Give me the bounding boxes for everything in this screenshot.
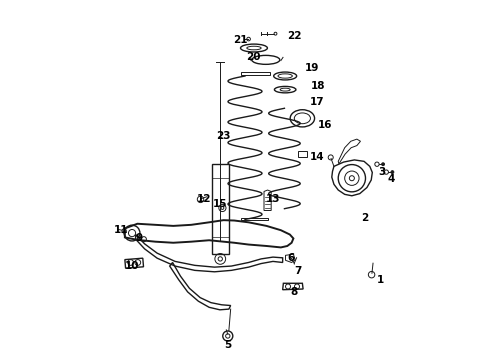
Text: 3: 3: [379, 167, 386, 177]
Text: 11: 11: [114, 225, 128, 235]
Text: 20: 20: [246, 52, 261, 62]
Text: 4: 4: [388, 174, 395, 184]
Text: 21: 21: [233, 35, 248, 45]
Text: 23: 23: [216, 131, 231, 141]
Text: 5: 5: [224, 340, 231, 350]
Text: 12: 12: [196, 194, 211, 204]
Text: 17: 17: [309, 97, 324, 107]
Text: 1: 1: [377, 275, 384, 285]
Circle shape: [391, 171, 394, 174]
Text: 22: 22: [287, 31, 302, 41]
Text: 9: 9: [136, 233, 143, 243]
Text: 16: 16: [318, 121, 332, 130]
Text: 15: 15: [213, 199, 227, 210]
Text: 13: 13: [266, 194, 280, 204]
Text: 14: 14: [310, 152, 325, 162]
Text: 18: 18: [311, 81, 326, 91]
Text: 10: 10: [125, 261, 139, 271]
Circle shape: [382, 163, 385, 166]
Text: 7: 7: [294, 266, 302, 276]
Text: 2: 2: [362, 213, 369, 223]
Text: 6: 6: [287, 253, 294, 263]
Text: 8: 8: [291, 287, 298, 297]
Text: 19: 19: [305, 63, 319, 73]
